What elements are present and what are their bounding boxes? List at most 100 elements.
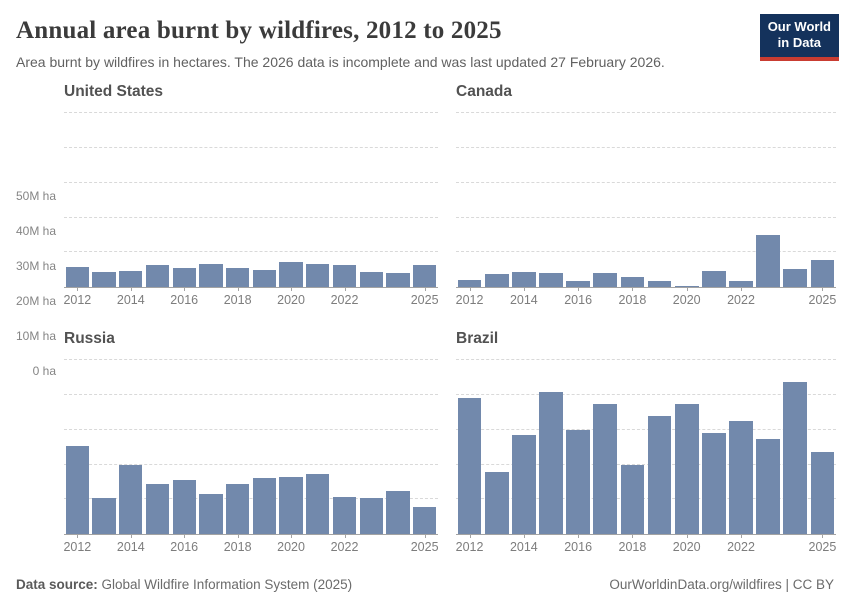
bar-russia-2020[interactable] [279, 476, 303, 535]
gridline [456, 251, 836, 253]
bar-canada-2023[interactable] [756, 234, 780, 288]
x-tick [291, 287, 293, 292]
x-tick-label: 2012 [63, 540, 92, 555]
bar-slot [565, 113, 592, 288]
bar-united-states-2025[interactable] [413, 265, 437, 288]
bar-russia-2018[interactable] [226, 484, 250, 535]
chart-subtitle: Area burnt by wildfires in hectares. The… [16, 54, 665, 70]
bar-canada-2019[interactable] [647, 280, 672, 288]
bar-brazil-2022[interactable] [729, 421, 753, 535]
bar-russia-2023[interactable] [359, 498, 383, 535]
bar-canada-2025[interactable] [810, 260, 835, 288]
x-tick [184, 287, 186, 292]
bar-brazil-2018[interactable] [620, 464, 645, 535]
bar-slot [117, 113, 144, 288]
y-tick-label: 30M ha [15, 259, 56, 274]
facet-title: Russia [64, 330, 115, 348]
bar-russia-2019[interactable] [252, 477, 276, 535]
bars [64, 113, 438, 288]
bar-canada-2014[interactable] [512, 271, 536, 288]
bar-slot [456, 360, 483, 535]
bar-canada-2012[interactable] [457, 279, 482, 288]
x-tick-label: 2014 [116, 540, 145, 555]
gridline [64, 498, 438, 500]
chart-header: Annual area burnt by wildfires, 2012 to … [0, 0, 850, 71]
bar-slot [411, 113, 438, 288]
bar-brazil-2019[interactable] [647, 416, 672, 535]
bar-russia-2022[interactable] [332, 496, 357, 535]
x-tick-label: 2018 [618, 540, 647, 555]
bar-russia-2025[interactable] [413, 507, 437, 535]
facet-brazil: Brazil 2012 2014 2016 2018 2020 2022 2025 [456, 330, 837, 561]
bar-united-states-2018[interactable] [226, 267, 250, 288]
facet-canada: Canada 2012 2014 2016 2018 2020 2022 2025 [456, 83, 837, 314]
bar-brazil-2013[interactable] [484, 471, 509, 535]
bar-slot [456, 113, 483, 288]
x-tick-label: 2016 [170, 540, 199, 555]
bar-russia-2012[interactable] [65, 445, 89, 535]
bar-united-states-2020[interactable] [279, 262, 303, 288]
bar-united-states-2017[interactable] [199, 263, 223, 288]
bar-brazil-2023[interactable] [756, 438, 780, 535]
gridline [64, 216, 438, 218]
bar-russia-2014[interactable] [119, 465, 143, 535]
bar-russia-2015[interactable] [145, 484, 170, 535]
bar-slot [411, 360, 438, 535]
bar-united-states-2014[interactable] [119, 270, 143, 288]
bar-united-states-2019[interactable] [252, 269, 276, 288]
bar-brazil-2024[interactable] [783, 382, 808, 535]
attribution: OurWorldinData.org/wildfires | CC BY [609, 577, 834, 593]
gridline [456, 147, 836, 148]
bar-canada-2013[interactable] [484, 273, 509, 288]
bar-brazil-2015[interactable] [539, 391, 563, 535]
bar-canada-2017[interactable] [593, 272, 618, 288]
bar-russia-2017[interactable] [199, 494, 223, 535]
data-source: Data source: Global Wildfire Information… [16, 577, 352, 592]
bar-canada-2020[interactable] [674, 285, 699, 288]
x-tick [523, 534, 525, 539]
gridline [64, 251, 438, 253]
bar-canada-2022[interactable] [729, 280, 753, 288]
bar-canada-2018[interactable] [620, 277, 645, 288]
charts-grid: 0 ha 10M ha 20M ha 30M ha 40M ha 50M ha United… [16, 83, 836, 561]
gridline [456, 498, 836, 500]
bar-slot [331, 113, 358, 288]
bar-brazil-2016[interactable] [566, 429, 590, 535]
bar-canada-2021[interactable] [702, 271, 726, 288]
bar-slot [117, 360, 144, 535]
bar-brazil-2012[interactable] [457, 398, 482, 535]
data-source-label: Data source: [16, 577, 98, 593]
bar-united-states-2016[interactable] [172, 268, 196, 288]
bar-brazil-2017[interactable] [593, 403, 618, 535]
x-tick [130, 534, 132, 539]
bar-brazil-2014[interactable] [512, 435, 536, 535]
bar-slot [171, 360, 198, 535]
bar-brazil-2025[interactable] [810, 452, 835, 535]
bar-united-states-2015[interactable] [145, 264, 170, 288]
bar-canada-2016[interactable] [566, 281, 590, 288]
bar-russia-2024[interactable] [386, 491, 410, 535]
bar-slot [510, 113, 537, 288]
y-tick-label: 20M ha [15, 294, 56, 309]
bar-united-states-2012[interactable] [65, 267, 89, 288]
bar-brazil-2021[interactable] [702, 433, 726, 535]
bar-slot [64, 113, 91, 288]
bar-united-states-2023[interactable] [359, 271, 383, 288]
bar-slot [91, 113, 118, 288]
x-tick [424, 287, 426, 292]
bar-united-states-2021[interactable] [306, 264, 330, 288]
bar-brazil-2020[interactable] [674, 404, 699, 535]
bar-slot [537, 360, 564, 535]
bar-united-states-2013[interactable] [92, 271, 116, 288]
bars [456, 360, 836, 535]
bar-slot [224, 360, 251, 535]
bar-russia-2013[interactable] [92, 498, 116, 535]
bar-united-states-2024[interactable] [386, 273, 410, 288]
bar-russia-2021[interactable] [306, 473, 330, 535]
bar-united-states-2022[interactable] [332, 264, 357, 288]
bar-russia-2016[interactable] [172, 480, 196, 535]
bar-canada-2024[interactable] [783, 269, 808, 288]
bar-canada-2015[interactable] [539, 272, 563, 288]
